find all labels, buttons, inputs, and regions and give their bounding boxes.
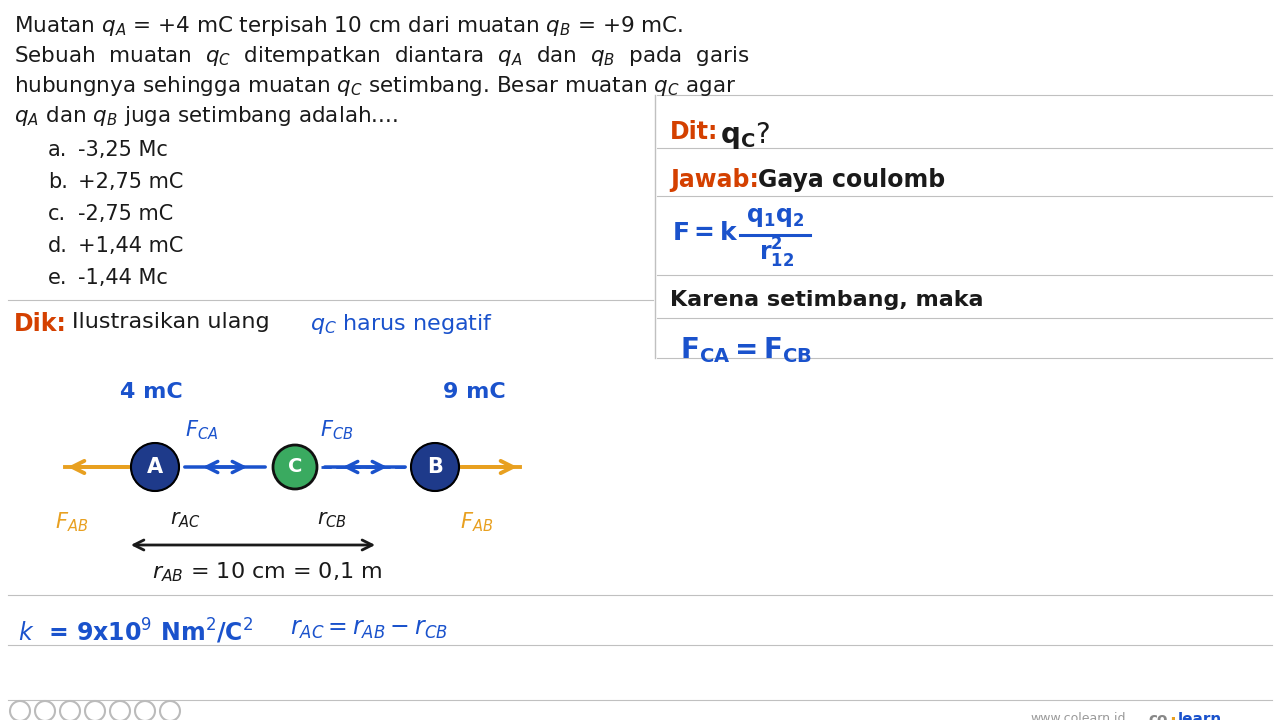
Text: hubungnya sehingga muatan $q_C$ setimbang. Besar muatan $q_C$ agar: hubungnya sehingga muatan $q_C$ setimban… (14, 74, 736, 98)
Text: -1,44 Mc: -1,44 Mc (78, 268, 168, 288)
Text: $F_{CA}$: $F_{CA}$ (186, 418, 218, 441)
Text: e.: e. (49, 268, 68, 288)
Text: $F_{AB}$: $F_{AB}$ (55, 510, 88, 534)
Text: +2,75 mC: +2,75 mC (78, 172, 183, 192)
Text: $\mathbf{q_1 q_2}$: $\mathbf{q_1 q_2}$ (746, 205, 804, 229)
Text: Karena setimbang, maka: Karena setimbang, maka (669, 290, 983, 310)
Text: Jawab:: Jawab: (669, 168, 759, 192)
Text: Gaya coulomb: Gaya coulomb (758, 168, 945, 192)
Text: ·: · (1169, 711, 1176, 720)
Text: Muatan $q_A$ = +4 mC terpisah 10 cm dari muatan $q_B$ = +9 mC.: Muatan $q_A$ = +4 mC terpisah 10 cm dari… (14, 14, 684, 38)
Text: a.: a. (49, 140, 68, 160)
Text: -2,75 mC: -2,75 mC (78, 204, 173, 224)
Text: A: A (147, 457, 163, 477)
Text: c.: c. (49, 204, 67, 224)
Text: co: co (1148, 712, 1167, 720)
Text: $q_C$ harus negatif: $q_C$ harus negatif (310, 312, 493, 336)
Text: $F_{CB}$: $F_{CB}$ (320, 418, 353, 441)
Text: $q_A$ dan $q_B$ juga setimbang adalah....: $q_A$ dan $q_B$ juga setimbang adalah...… (14, 104, 398, 128)
Text: d.: d. (49, 236, 68, 256)
Text: +1,44 mC: +1,44 mC (78, 236, 183, 256)
Text: $\mathbf{F_{CA} = F_{CB}}$: $\mathbf{F_{CA} = F_{CB}}$ (680, 335, 813, 365)
Text: $r_{AB}$ = 10 cm = 0,1 m: $r_{AB}$ = 10 cm = 0,1 m (152, 560, 383, 584)
Text: $r_{AC}$: $r_{AC}$ (170, 510, 201, 530)
Text: $k$  = 9x10$^9$ Nm$^2$/C$^2$: $k$ = 9x10$^9$ Nm$^2$/C$^2$ (18, 617, 253, 647)
Text: www.colearn.id: www.colearn.id (1030, 712, 1125, 720)
Text: $F_{AB}$: $F_{AB}$ (460, 510, 493, 534)
Text: $r_{AC} = r_{AB} - r_{CB}$: $r_{AC} = r_{AB} - r_{CB}$ (291, 617, 448, 641)
Text: $\mathbf{F = k}$: $\mathbf{F = k}$ (672, 221, 739, 245)
Circle shape (131, 443, 179, 491)
Text: 9 mC: 9 mC (443, 382, 506, 402)
Text: Ilustrasikan ulang: Ilustrasikan ulang (72, 312, 270, 332)
Text: $\mathbf{q_C}$?: $\mathbf{q_C}$? (719, 120, 771, 151)
Text: Sebuah  muatan  $q_C$  ditempatkan  diantara  $q_A$  dan  $q_B$  pada  garis: Sebuah muatan $q_C$ ditempatkan diantara… (14, 44, 750, 68)
Text: $r_{CB}$: $r_{CB}$ (317, 510, 347, 530)
Text: $\mathbf{r_{12}^2}$: $\mathbf{r_{12}^2}$ (759, 236, 795, 270)
Text: learn: learn (1178, 712, 1222, 720)
Circle shape (273, 445, 317, 489)
Text: Dit:: Dit: (669, 120, 718, 144)
Text: C: C (288, 457, 302, 477)
Text: 4 mC: 4 mC (120, 382, 183, 402)
Text: b.: b. (49, 172, 68, 192)
Circle shape (411, 443, 460, 491)
Text: Dik:: Dik: (14, 312, 67, 336)
Text: B: B (428, 457, 443, 477)
Text: -3,25 Mc: -3,25 Mc (78, 140, 168, 160)
